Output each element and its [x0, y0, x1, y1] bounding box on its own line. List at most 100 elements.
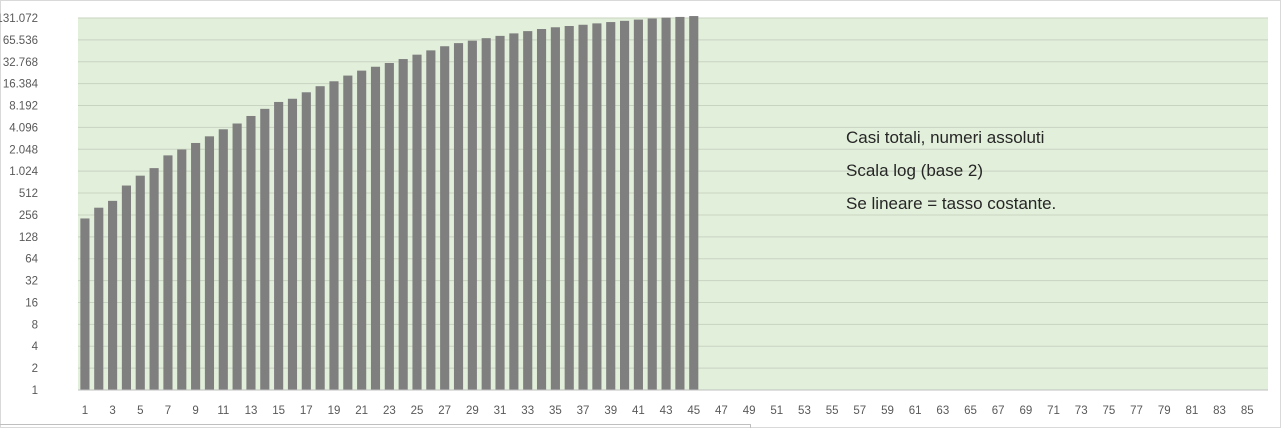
x-tick-label: 19 — [328, 405, 341, 417]
bar — [246, 115, 256, 391]
x-tick-label: 65 — [964, 405, 977, 417]
x-tick-label: 15 — [272, 405, 285, 417]
bar — [398, 59, 408, 390]
bar — [647, 18, 657, 390]
x-tick-label: 73 — [1075, 405, 1088, 417]
bar — [592, 23, 602, 391]
y-tick-label: 131.072 — [0, 13, 38, 25]
y-tick-label: 512 — [19, 188, 38, 200]
bar — [440, 46, 450, 390]
y-tick-label: 8.192 — [9, 101, 38, 113]
bar — [675, 16, 685, 390]
x-tick-label: 77 — [1130, 405, 1143, 417]
x-tick-label: 37 — [577, 405, 590, 417]
bar — [218, 129, 228, 390]
x-tick-label: 5 — [137, 405, 143, 417]
bar — [177, 149, 187, 390]
bar — [536, 29, 547, 390]
x-tick-label: 57 — [853, 405, 866, 417]
y-tick-label: 32.768 — [3, 57, 38, 69]
x-tick-label: 49 — [743, 405, 756, 417]
bar — [661, 17, 671, 390]
x-tick-label: 17 — [300, 405, 313, 417]
annotation-line-1: Casi totali, numeri assoluti — [846, 128, 1044, 147]
bar — [412, 54, 422, 390]
y-tick-label: 256 — [19, 210, 38, 222]
x-tick-label: 47 — [715, 405, 728, 417]
y-axis-ticks: 1 2 4 8 16 32 64 128 256 512 1.024 2.048 4.096 8.192 1… — [0, 13, 39, 397]
x-axis-ticks: 1 3 5 7 9 11 13 15 17 19 21 23 25 27 29 31 33 35 37 39 41 43 4… — [82, 405, 1254, 417]
x-tick-label: 11 — [217, 405, 229, 417]
x-tick-label: 7 — [165, 405, 171, 417]
bar — [523, 31, 533, 390]
y-tick-label: 65.536 — [3, 35, 38, 47]
x-tick-label: 85 — [1241, 405, 1254, 417]
bar — [149, 168, 159, 390]
x-tick-label: 39 — [604, 405, 617, 417]
x-tick-label: 25 — [411, 405, 424, 417]
bar — [232, 123, 242, 390]
bar — [301, 92, 311, 391]
x-tick-label: 33 — [521, 405, 534, 417]
x-tick-label: 51 — [770, 405, 783, 417]
annotation-line-2: Scala log (base 2) — [846, 161, 983, 180]
x-tick-label: 75 — [1102, 405, 1115, 417]
x-tick-label: 71 — [1047, 405, 1060, 417]
bar — [453, 43, 464, 390]
x-tick-label: 23 — [383, 405, 396, 417]
plot-area — [78, 18, 1268, 390]
y-tick-label: 8 — [32, 319, 38, 331]
bar — [274, 101, 284, 391]
bar — [467, 40, 477, 390]
bar — [204, 136, 215, 390]
x-tick-label: 55 — [826, 405, 839, 417]
y-tick-label: 16.384 — [3, 79, 39, 91]
y-tick-label: 4.096 — [9, 122, 38, 134]
bar — [80, 218, 90, 390]
annotation-line-3: Se lineare = tasso costante. — [846, 194, 1056, 213]
bar — [384, 63, 394, 391]
x-tick-label: 41 — [632, 405, 645, 417]
bar — [689, 16, 699, 390]
bar — [121, 185, 131, 390]
y-tick-label: 1 — [32, 385, 38, 397]
x-tick-label: 61 — [909, 405, 922, 417]
bar — [633, 19, 643, 391]
bar — [370, 66, 381, 390]
y-tick-label: 1.024 — [9, 166, 38, 178]
bar — [578, 24, 588, 391]
bar — [260, 108, 270, 390]
x-tick-label: 81 — [1185, 405, 1198, 417]
bar — [509, 33, 519, 390]
x-tick-label: 3 — [109, 405, 115, 417]
bar — [550, 27, 560, 390]
x-tick-label: 1 — [82, 405, 88, 417]
x-tick-label: 83 — [1213, 405, 1226, 417]
x-tick-label: 69 — [1019, 405, 1032, 417]
x-tick-label: 59 — [881, 405, 894, 417]
bar — [135, 175, 145, 390]
y-tick-label: 128 — [19, 232, 38, 244]
x-tick-label: 53 — [798, 405, 811, 417]
x-tick-label: 45 — [687, 405, 700, 417]
bar — [343, 75, 353, 390]
x-tick-label: 35 — [549, 405, 562, 417]
x-tick-label: 43 — [660, 405, 673, 417]
x-tick-label: 79 — [1158, 405, 1171, 417]
x-tick-label: 27 — [438, 405, 451, 417]
x-tick-label: 31 — [494, 405, 507, 417]
y-tick-label: 32 — [25, 276, 38, 288]
y-tick-label: 64 — [25, 254, 38, 266]
x-tick-label: 29 — [466, 405, 479, 417]
bar — [481, 38, 491, 391]
annotation: Casi totali, numeri assoluti Scala log (… — [846, 128, 1056, 213]
bar — [495, 35, 505, 391]
y-tick-label: 4 — [32, 341, 39, 353]
y-tick-label: 16 — [25, 297, 38, 309]
bar — [315, 86, 325, 391]
bar — [620, 20, 630, 390]
bar — [329, 81, 339, 391]
bar — [357, 70, 367, 390]
bar — [163, 155, 173, 390]
x-tick-label: 63 — [936, 405, 949, 417]
